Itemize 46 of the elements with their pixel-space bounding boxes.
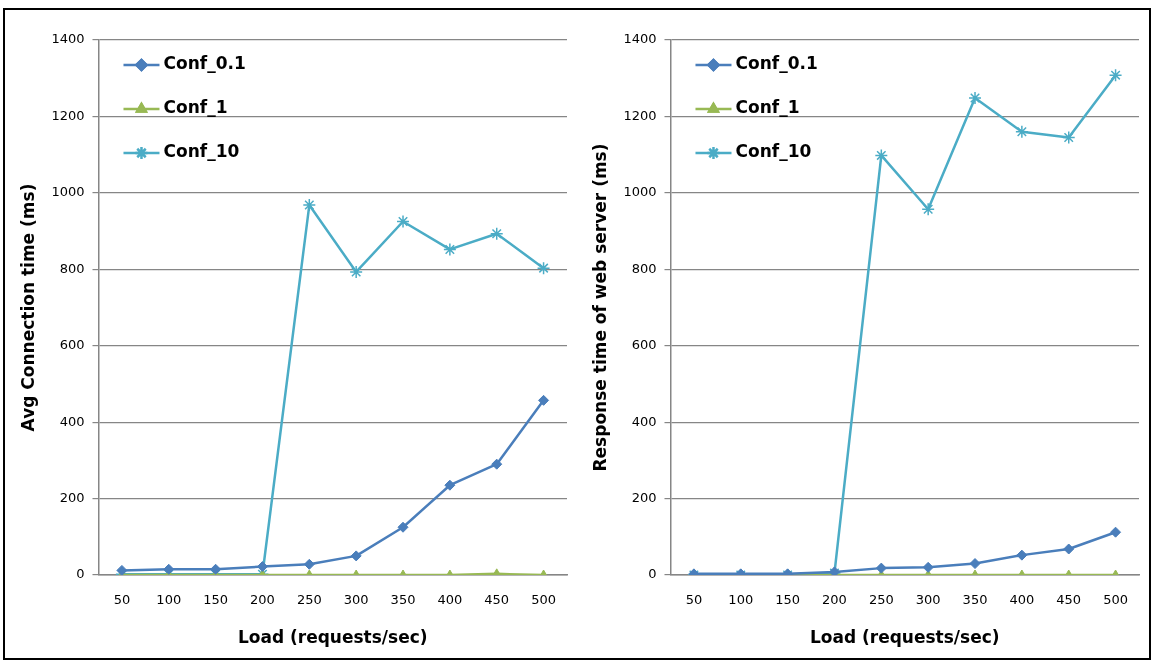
- legend-label: Conf_10: [163, 141, 240, 162]
- y-tick-label: 400: [59, 413, 85, 429]
- y-tick-label: 1400: [51, 31, 85, 47]
- x-tick-label: 350: [390, 592, 416, 608]
- y-axis-title: Response time of web server (ms): [589, 143, 610, 472]
- x-tick-label: 300: [915, 592, 941, 608]
- y-tick-label: 600: [59, 337, 85, 353]
- x-tick-label: 350: [962, 592, 988, 608]
- x-tick-label: 150: [775, 592, 801, 608]
- x-tick-label: 100: [156, 592, 182, 608]
- x-tick-label: 300: [343, 592, 369, 608]
- legend-label: Conf_1: [735, 97, 800, 118]
- y-tick-label: 600: [631, 337, 657, 353]
- x-tick-label: 200: [822, 592, 847, 608]
- x-axis-title: Load (requests/sec): [237, 627, 428, 648]
- x-axis-title: Load (requests/sec): [809, 627, 1000, 648]
- x-tick-label: 50: [685, 592, 703, 608]
- x-tick-label: 50: [113, 592, 131, 608]
- x-tick-label: 250: [296, 592, 322, 608]
- y-tick-label: 1200: [623, 107, 657, 123]
- x-tick-label: 450: [1056, 592, 1082, 608]
- y-tick-label: 800: [631, 260, 657, 276]
- y-tick-label: 1000: [51, 184, 85, 200]
- x-tick-label: 450: [484, 592, 510, 608]
- y-tick-label: 200: [631, 489, 657, 505]
- y-tick-label: 200: [59, 489, 85, 505]
- legend-label: Conf_0.1: [163, 53, 246, 74]
- y-tick-label: 1200: [51, 107, 85, 123]
- legend-label: Conf_1: [163, 97, 228, 118]
- x-tick-label: 500: [1103, 592, 1128, 608]
- x-tick-label: 200: [250, 592, 275, 608]
- x-tick-label: 400: [437, 592, 463, 608]
- y-tick-label: 800: [59, 260, 85, 276]
- x-tick-label: 500: [531, 592, 556, 608]
- legend-label: Conf_0.1: [735, 53, 818, 74]
- x-tick-label: 100: [728, 592, 754, 608]
- y-tick-label: 0: [76, 566, 85, 582]
- y-tick-label: 0: [648, 566, 657, 582]
- x-tick-label: 400: [1009, 592, 1035, 608]
- y-tick-label: 400: [631, 413, 657, 429]
- x-tick-label: 150: [203, 592, 229, 608]
- legend-label: Conf_10: [735, 141, 812, 162]
- x-tick-label: 250: [868, 592, 894, 608]
- y-tick-label: 1400: [623, 31, 657, 47]
- y-axis-title: Avg Connection time (ms): [17, 183, 38, 432]
- y-tick-label: 1000: [623, 184, 657, 200]
